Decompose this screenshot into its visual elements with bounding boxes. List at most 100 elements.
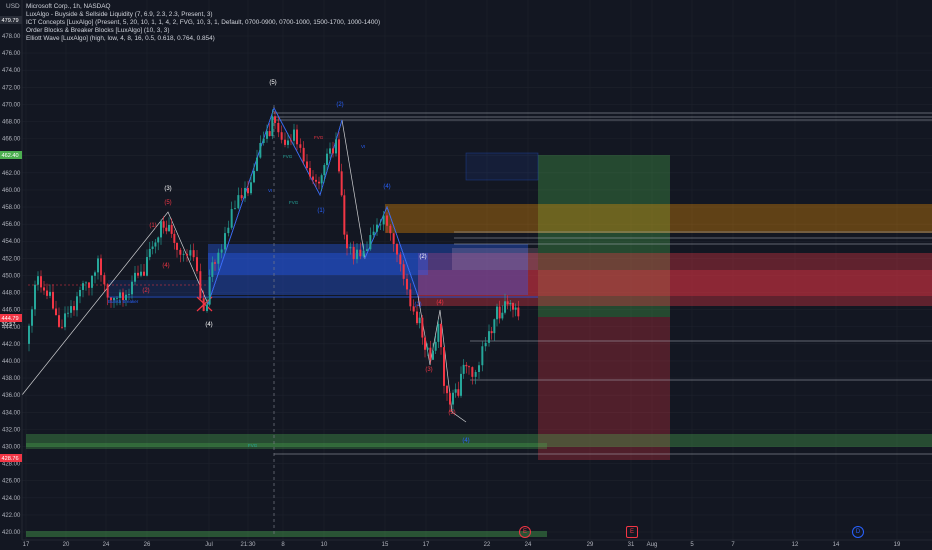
candle-body (343, 195, 346, 235)
price-tick: 424.00 (2, 496, 21, 502)
wave-label: (4) (162, 263, 169, 269)
legend-indicator-1[interactable]: LuxAlgo - Buyside & Sellside Liquidity (… (26, 11, 213, 19)
candle-body (28, 325, 30, 344)
legend-title[interactable]: Microsoft Corp., 1h, NASDAQ (26, 3, 111, 10)
price-tick: 420.00 (2, 530, 21, 536)
candle-body (106, 284, 109, 298)
dividend-badge-icon[interactable]: D (852, 526, 864, 538)
candle-body (234, 208, 236, 210)
candle-body (31, 309, 33, 326)
candle-body (496, 306, 498, 320)
candle-body (122, 292, 124, 301)
candle-body (468, 366, 470, 368)
price-tick: 442.00 (2, 342, 21, 348)
chart-annotation: VI (361, 144, 365, 149)
wave-label: (5) (448, 410, 455, 416)
annotations: FVG FVG FVG FVG VI VI Bullish Breaker (108, 135, 365, 448)
candle-body (432, 350, 434, 360)
price-tick: 434.00 (2, 410, 21, 416)
candle-body (421, 317, 424, 338)
wave-label: (5) (164, 200, 171, 206)
wave-labels: (5) (3) (4) (5) (2) (4) (1) (2) (3) (4) (5) (1) (2) (… (142, 80, 469, 444)
candle-body (237, 195, 240, 209)
candle-body (113, 297, 115, 301)
candle-body (506, 301, 509, 305)
chart-annotation: FVG (289, 200, 299, 205)
candle-body (214, 262, 216, 264)
candle-body (165, 227, 168, 232)
price-label-current (0, 314, 22, 322)
price-label-green (0, 151, 22, 159)
candle-body (37, 276, 39, 285)
time-tick: 21:30 (240, 542, 256, 548)
candle-body (386, 215, 388, 226)
wave-label: (3) (164, 186, 171, 192)
bullish-order-block (208, 244, 528, 295)
candle-body (220, 249, 223, 253)
price-label-red (0, 454, 22, 462)
candle-body (157, 237, 160, 243)
candle-body (79, 289, 81, 297)
time-tick: 29 (587, 542, 594, 548)
candle-body (160, 221, 162, 238)
candles (28, 109, 520, 412)
candle-body (389, 225, 392, 234)
earnings-badge-icon[interactable]: E (626, 526, 638, 538)
candle-body (143, 271, 145, 276)
price-tick: 440.00 (2, 359, 21, 365)
wave-label: (3) (425, 367, 432, 373)
chart-annotation: VI (268, 188, 272, 193)
candle-body (446, 385, 448, 394)
legend-indicator-2[interactable]: ICT Concepts [LuxAlgo] (Present, 5, 20, … (26, 19, 381, 27)
candle-body (488, 331, 490, 343)
candle-body (196, 257, 198, 272)
candle-body (247, 188, 249, 194)
candle-body (206, 304, 208, 311)
price-tick: 432.00 (2, 427, 21, 433)
candle-body (517, 307, 520, 317)
wave-label: (4) (462, 438, 469, 444)
candle-body (392, 233, 395, 245)
candle-body (454, 389, 457, 393)
candle-body (58, 315, 60, 327)
time-tick: 24 (103, 542, 110, 548)
candle-body (91, 275, 93, 288)
candle-body (359, 249, 362, 257)
candle-body (61, 326, 63, 328)
candle-body (268, 131, 271, 137)
candle-body (179, 249, 182, 255)
candle-body (299, 144, 302, 148)
time-tick: 7 (731, 542, 735, 548)
price-tick: 448.00 (2, 291, 21, 297)
candle-body (64, 313, 66, 328)
fvg-top (465, 152, 539, 181)
candle-body (151, 246, 154, 249)
price-tick: 452.00 (2, 256, 21, 262)
price-tick: 422.00 (2, 513, 21, 519)
price-tick: 436.00 (2, 393, 21, 399)
candle-body (266, 131, 268, 139)
candle-body (434, 341, 437, 351)
earnings-badge-icon[interactable]: E (519, 526, 531, 538)
price-tick: 454.00 (2, 239, 21, 245)
legend-indicator-3[interactable]: Order Blocks & Breaker Blocks [LuxAlgo] … (26, 27, 170, 35)
candle-body (146, 257, 148, 276)
candle-body (474, 371, 477, 377)
candle-body (504, 301, 506, 313)
grid (22, 0, 932, 540)
candle-body (110, 297, 112, 301)
chart-annotation: Bullish Breaker (108, 299, 139, 304)
candle-body (116, 297, 118, 299)
candle-body (372, 231, 375, 236)
price-label-current-sub: 30:57 (2, 322, 16, 328)
time-tick: 20 (63, 542, 70, 548)
candle-body (280, 132, 283, 140)
legend-indicator-4[interactable]: Elliott Wave [LuxAlgo] (high, low, 4, 8,… (26, 35, 215, 43)
long-target-zone[interactable] (538, 155, 670, 317)
candle-body (224, 233, 226, 250)
candle-body (34, 284, 36, 310)
candle-body (514, 307, 517, 310)
price-tick: 426.00 (2, 479, 21, 485)
candle-body (426, 347, 429, 350)
